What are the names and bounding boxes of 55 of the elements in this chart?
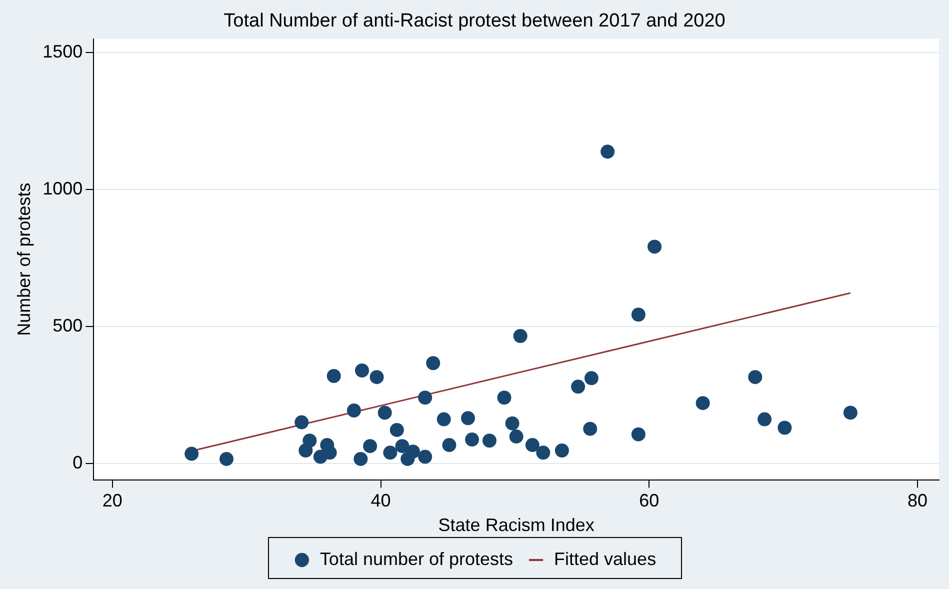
point [426,356,440,370]
y-axis-title: Number of protests [14,182,34,336]
point [482,434,496,448]
point [843,406,858,420]
point [461,411,476,426]
point [748,370,762,384]
chart-title: Total Number of anti-Racist protest between 2017 and 2020 [224,10,726,32]
point [509,430,524,444]
point [571,380,586,394]
point [631,308,646,322]
point [346,404,361,418]
point [355,364,370,378]
x-tick-label: 20 [102,490,122,511]
point [536,446,550,460]
point [696,396,710,410]
point [465,432,480,447]
point [442,438,456,452]
point [418,390,432,405]
y-tick-label: 1000 [42,178,83,198]
point [648,240,662,254]
point [378,406,392,420]
point [778,420,792,435]
point [497,390,512,405]
point [436,412,451,426]
point [758,412,772,426]
point [584,371,598,386]
legend-label: Fitted values [554,548,656,569]
point [370,370,384,384]
y-tick-label: 500 [52,315,83,336]
point [326,368,341,383]
point [554,443,569,458]
point [583,422,598,436]
point [363,439,378,454]
x-axis-title: State Racism Index [438,515,594,536]
point [390,422,404,437]
point [505,416,520,430]
point [631,427,646,442]
point [294,415,309,430]
y-tick-label: 0 [72,452,83,472]
point [184,446,199,461]
x-tick-label: 40 [370,490,391,511]
point [395,439,410,454]
point [418,450,432,464]
point [219,452,234,466]
point [383,446,398,460]
point [600,144,615,159]
x-tick-label: 80 [908,490,928,511]
y-tick-label: 1500 [42,41,83,62]
point [298,443,313,458]
legend-label: Total number of protests [320,548,514,569]
x-tick-label: 60 [639,490,660,511]
point [354,452,368,466]
point [400,452,415,466]
point [525,438,540,452]
point [513,328,528,343]
